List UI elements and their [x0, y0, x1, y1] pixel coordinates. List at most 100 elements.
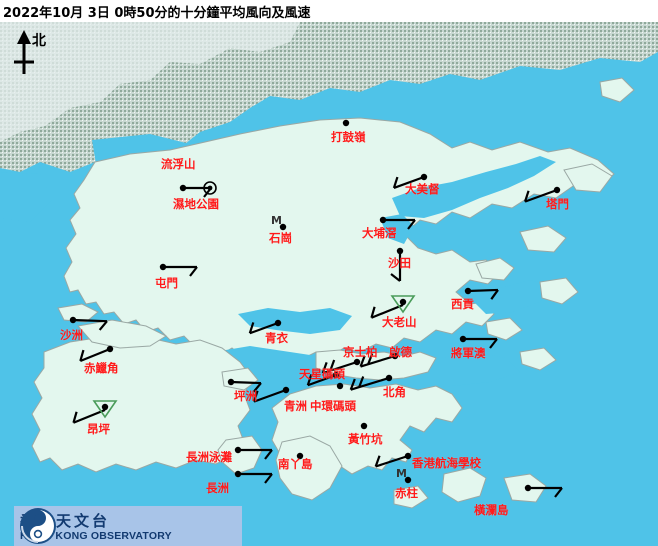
station-label-10[interactable]: 大老山	[382, 315, 417, 329]
station-label-12[interactable]: 青衣	[265, 331, 288, 345]
station-label-29[interactable]: 橫瀾島	[474, 503, 509, 517]
hk-wind-map: 北 打鼓嶺流浮山濕地公園 M 石崗 大美督塔門大埔滘沙田屯門西貢大老山沙洲 青衣將軍澳 啟…	[0, 22, 658, 546]
wind-barb	[374, 454, 409, 468]
station-label-25[interactable]: 南丫島	[278, 457, 313, 471]
wind-barb	[321, 359, 358, 375]
station-label-20[interactable]: 青洲	[284, 399, 307, 413]
station-marker[interactable]	[106, 345, 114, 353]
station-marker[interactable]	[336, 382, 344, 390]
station-marker[interactable]	[524, 484, 532, 492]
station-marker[interactable]	[332, 371, 340, 379]
wind-barb	[349, 376, 390, 391]
wind-barb	[72, 408, 106, 424]
station-label-15[interactable]: 京士柏	[343, 345, 378, 359]
wind-barb	[528, 486, 563, 498]
station-marker[interactable]	[296, 452, 304, 460]
deep-bay-west	[0, 172, 52, 222]
missing-data-flag: M	[271, 214, 282, 227]
station-marker[interactable]	[385, 374, 393, 382]
station-label-19[interactable]: 坪洲	[234, 389, 257, 403]
station-label-3[interactable]: 石崗	[269, 231, 292, 245]
station-label-28[interactable]: 赤柱	[395, 486, 418, 500]
station-label-17[interactable]: 天星碼頭	[299, 367, 345, 381]
station-marker[interactable]	[69, 316, 77, 324]
station-marker[interactable]	[404, 476, 412, 484]
station-label-14[interactable]: 啟德	[389, 345, 412, 359]
lantau-island	[31, 337, 253, 473]
station-label-24[interactable]: 長洲泳灘	[186, 450, 232, 464]
wind-barb	[390, 251, 402, 282]
wind-barb	[79, 347, 111, 363]
wind-barb	[383, 218, 416, 230]
north-label: 北	[32, 33, 46, 49]
station-label-13[interactable]: 將軍澳	[451, 346, 486, 360]
station-label-2[interactable]: 濕地公園	[173, 197, 219, 211]
station-label-16[interactable]: 赤鱲角	[84, 361, 119, 375]
wind-barb	[163, 265, 198, 277]
wind-barb	[72, 318, 108, 331]
station-marker[interactable]	[234, 470, 242, 478]
page-title: 2022年10月 3日 0時50分的十分鐘平均風向及風速	[3, 6, 311, 21]
station-label-7[interactable]: 沙田	[388, 256, 411, 270]
station-marker-layer	[69, 119, 561, 492]
outlying-islands	[57, 77, 635, 509]
tolo-harbour	[392, 156, 556, 218]
station-label-6[interactable]: 大埔滘	[362, 226, 397, 240]
station-marker[interactable]	[464, 287, 472, 295]
wind-barb	[370, 303, 404, 319]
station-marker[interactable]	[396, 247, 404, 255]
wind-barb-layer	[72, 175, 563, 498]
wind-barb	[524, 188, 558, 203]
station-marker[interactable]	[391, 352, 399, 360]
station-marker[interactable]	[459, 335, 467, 343]
station-label-9[interactable]: 西貢	[451, 297, 474, 311]
station-marker[interactable]	[234, 446, 242, 454]
wind-barb	[248, 321, 279, 335]
station-marker[interactable]	[279, 223, 287, 231]
station-label-18[interactable]: 北角	[383, 385, 406, 399]
map-geography	[0, 22, 658, 546]
mainland-lowland	[0, 22, 300, 142]
station-marker[interactable]	[420, 173, 428, 181]
station-marker[interactable]	[353, 358, 361, 366]
station-label-23[interactable]: 黃竹坑	[348, 432, 383, 446]
title-bar: 2022年10月 3日 0時50分的十分鐘平均風向及風速	[0, 0, 658, 22]
station-marker[interactable]	[282, 386, 290, 394]
station-marker[interactable]	[390, 295, 416, 314]
station-marker[interactable]	[203, 181, 217, 195]
station-label-22[interactable]: 昂坪	[87, 422, 110, 436]
wind-barb	[392, 175, 425, 189]
tide-cove	[380, 214, 414, 244]
wind-barb	[306, 373, 337, 387]
station-marker[interactable]	[179, 184, 187, 192]
station-label-27[interactable]: 長洲	[206, 481, 229, 495]
wind-barb	[467, 288, 499, 300]
station-label-26[interactable]: 香港航海學校	[412, 456, 481, 470]
station-marker[interactable]	[227, 378, 235, 386]
station-marker[interactable]	[342, 119, 350, 127]
station-label-4[interactable]: 大美督	[405, 182, 440, 196]
station-label-0[interactable]: 打鼓嶺	[331, 130, 366, 144]
wind-barb	[238, 448, 273, 460]
wind-barb	[463, 337, 498, 349]
station-label-11[interactable]: 沙洲	[60, 328, 83, 342]
station-label-1[interactable]: 流浮山	[161, 157, 196, 171]
hko-logo-english: HONG KONG OBSERVATORY	[20, 530, 172, 543]
station-marker[interactable]	[379, 216, 387, 224]
station-marker[interactable]	[404, 452, 412, 460]
wind-barb	[359, 353, 396, 368]
chek-lap-kok-airport	[77, 319, 168, 349]
station-marker[interactable]	[159, 263, 167, 271]
hko-logo: 香港天文台 HONG KONG OBSERVATORY	[14, 506, 242, 546]
missing-data-flag: M	[396, 467, 407, 480]
station-marker[interactable]	[553, 186, 561, 194]
hko-spiral-logo-icon	[20, 508, 56, 544]
station-label-21[interactable]: 中環碼頭	[310, 399, 356, 413]
station-marker[interactable]	[360, 422, 368, 430]
station-marker[interactable]	[92, 400, 118, 419]
station-label-5[interactable]: 塔門	[546, 197, 569, 211]
station-marker[interactable]	[274, 319, 282, 327]
wind-barb	[238, 472, 273, 484]
station-label-8[interactable]: 屯門	[155, 276, 178, 290]
